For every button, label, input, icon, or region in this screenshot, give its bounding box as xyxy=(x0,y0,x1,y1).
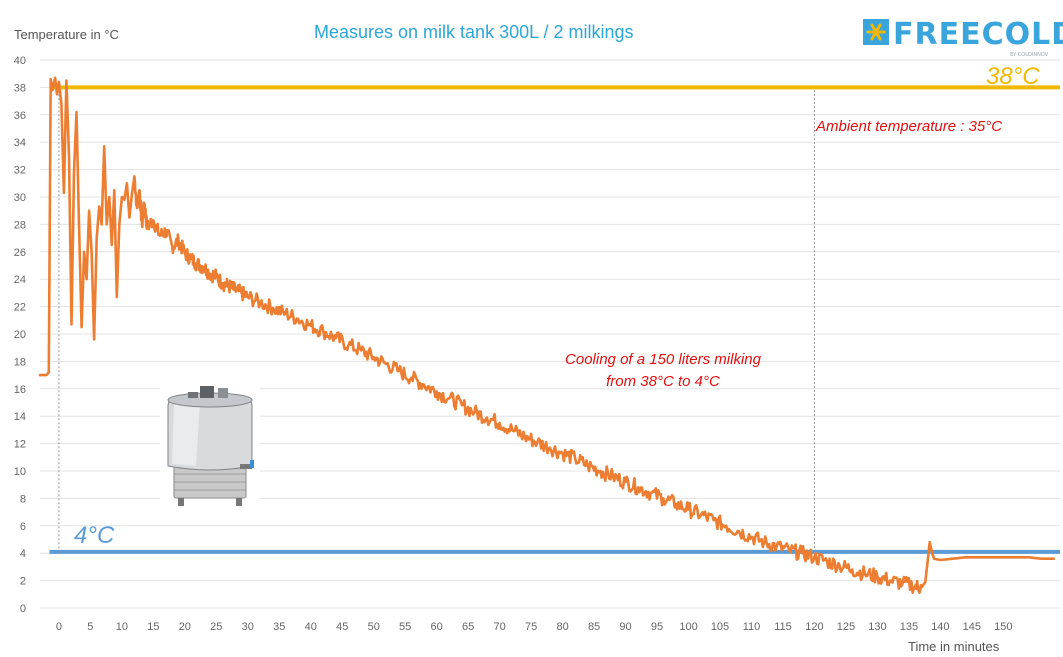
y-tick-2: 2 xyxy=(20,576,26,588)
x-tick-30: 30 xyxy=(242,621,254,633)
y-tick-8: 8 xyxy=(20,493,26,505)
y-tick-16: 16 xyxy=(14,384,26,396)
x-tick-65: 65 xyxy=(462,621,474,633)
x-tick-115: 115 xyxy=(774,621,792,633)
y-tick-0: 0 xyxy=(20,603,26,615)
y-tick-40: 40 xyxy=(14,55,26,67)
grid-layer xyxy=(40,59,1060,609)
y-tick-26: 26 xyxy=(14,247,26,259)
x-tick-35: 35 xyxy=(273,621,285,633)
x-tick-120: 120 xyxy=(805,621,823,633)
x-tick-45: 45 xyxy=(336,621,348,633)
x-tick-25: 25 xyxy=(210,621,222,633)
ambient-temperature-annotation: Ambient temperature : 35°C xyxy=(815,118,1002,135)
x-tick-60: 60 xyxy=(431,621,443,633)
y-axis-label: Temperature in °C xyxy=(14,27,119,42)
x-tick-145: 145 xyxy=(963,621,981,633)
x-tick-90: 90 xyxy=(619,621,631,633)
x-tick-5: 5 xyxy=(87,621,93,633)
chart-title: Measures on milk tank 300L / 2 milkings xyxy=(314,22,633,42)
x-tick-110: 110 xyxy=(743,621,761,633)
x-tick-labels: 0 5 10 15 20 25 30 35 40 45 50 55 60 65 70 75 80 85 90 95 10… xyxy=(56,621,1013,633)
y-tick-30: 30 xyxy=(14,192,26,204)
x-tick-130: 130 xyxy=(868,621,886,633)
y-tick-38: 38 xyxy=(14,82,26,94)
x-tick-105: 105 xyxy=(711,621,729,633)
y-tick-32: 32 xyxy=(14,165,26,177)
y-tick-36: 36 xyxy=(14,110,26,122)
x-tick-15: 15 xyxy=(147,621,159,633)
x-tick-20: 20 xyxy=(179,621,191,633)
x-tick-50: 50 xyxy=(368,621,380,633)
y-tick-18: 18 xyxy=(14,356,26,368)
x-tick-100: 100 xyxy=(679,621,697,633)
logo-wordmark: FREECOLD xyxy=(893,17,1063,52)
x-tick-40: 40 xyxy=(305,621,317,633)
x-tick-75: 75 xyxy=(525,621,537,633)
x-tick-0: 0 xyxy=(56,621,62,633)
y-tick-12: 12 xyxy=(14,439,26,451)
x-tick-55: 55 xyxy=(399,621,411,633)
y-tick-34: 34 xyxy=(14,137,26,149)
x-tick-150: 150 xyxy=(994,621,1012,633)
y-tick-24: 24 xyxy=(14,274,26,286)
y-tick-28: 28 xyxy=(14,219,26,231)
reference-label-4: 4°C xyxy=(74,522,115,549)
x-tick-135: 135 xyxy=(900,621,918,633)
y-tick-6: 6 xyxy=(20,521,26,533)
reference-label-38: 38°C xyxy=(986,63,1040,90)
x-tick-85: 85 xyxy=(588,621,600,633)
x-tick-10: 10 xyxy=(116,621,128,633)
series-line-temperature xyxy=(38,76,1055,594)
y-tick-4: 4 xyxy=(20,548,26,560)
y-tick-22: 22 xyxy=(14,302,26,314)
snowflake-icon xyxy=(863,19,889,45)
x-tick-95: 95 xyxy=(651,621,663,633)
cooling-annotation-line2: from 38°C to 4°C xyxy=(606,373,720,390)
x-tick-80: 80 xyxy=(556,621,568,633)
freecold-logo: FREECOLD BY COLDINNOV xyxy=(863,17,1063,58)
x-axis-label: Time in minutes xyxy=(908,639,1000,654)
x-tick-70: 70 xyxy=(494,621,506,633)
y-tick-14: 14 xyxy=(14,411,26,423)
x-tick-140: 140 xyxy=(931,621,949,633)
y-tick-10: 10 xyxy=(14,466,26,478)
cooling-annotation-line1: Cooling of a 150 liters milking xyxy=(565,351,762,368)
y-tick-20: 20 xyxy=(14,329,26,341)
milk-tank-illustration xyxy=(160,378,260,513)
vertical-markers xyxy=(58,90,815,552)
x-tick-125: 125 xyxy=(837,621,855,633)
logo-subtext: BY COLDINNOV xyxy=(1010,52,1049,58)
